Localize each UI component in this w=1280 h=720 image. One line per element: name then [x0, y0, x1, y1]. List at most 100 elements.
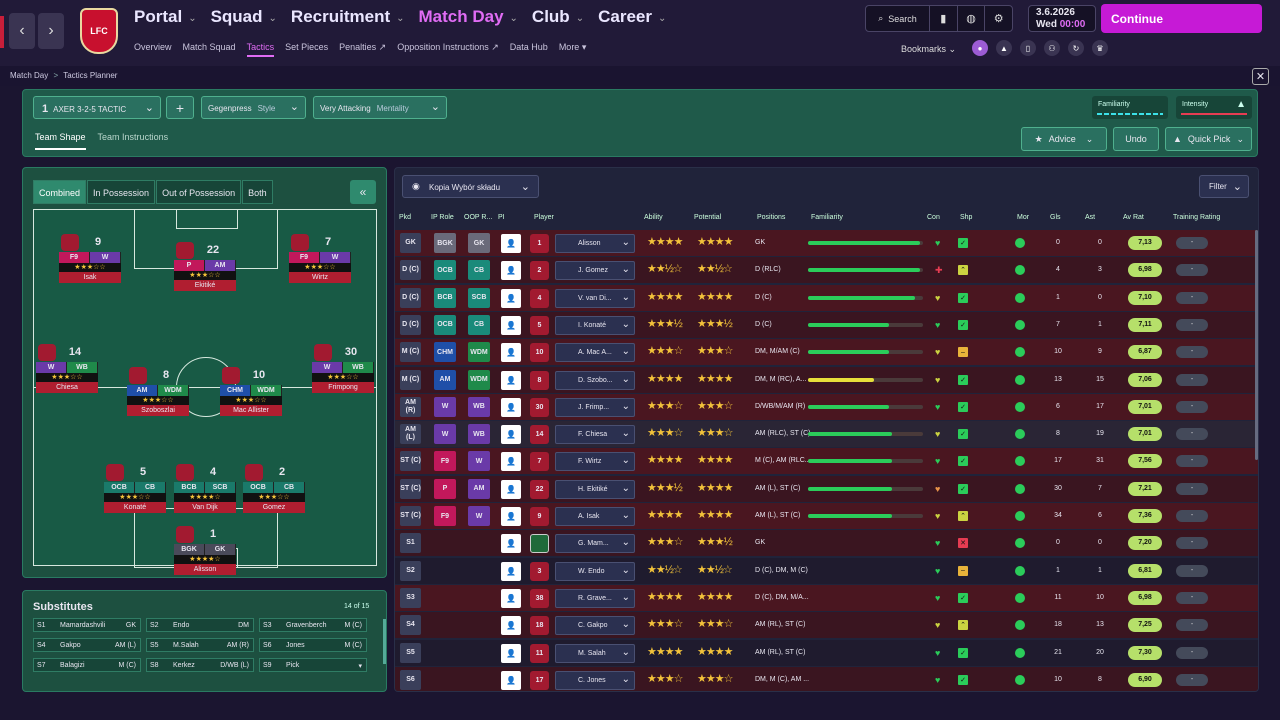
phase-toggle-option[interactable]: In Possession: [87, 180, 156, 204]
player-name-field[interactable]: J. Gomez ⌄: [555, 261, 635, 281]
table-row[interactable]: AM (R) W WB 👤 30 J. Frimp... ⌄ ★★★☆ ★★★☆ D/WB/M/A…: [395, 393, 1258, 420]
table-row[interactable]: M (C) AM WDM 👤 8 D. Szobo... ⌄ ★★★★ ★★★★ DM, M (R…: [395, 366, 1258, 393]
breadcrumb-match-day[interactable]: Match Day: [10, 71, 49, 80]
picked-position[interactable]: D (C): [400, 314, 421, 335]
column-header[interactable]: Ability: [644, 214, 663, 221]
people-icon[interactable]: ⚇: [1044, 40, 1060, 56]
substitute-slot[interactable]: S2 Endo DM: [146, 618, 254, 632]
sub-nav-item[interactable]: Data Hub: [509, 42, 548, 52]
oop-role[interactable]: WDM: [468, 369, 490, 390]
table-row[interactable]: M (C) CHM WDM 👤 10 A. Mac A... ⌄ ★★★☆ ★★★☆ DM, M/…: [395, 339, 1258, 366]
undo-button[interactable]: Undo: [1113, 127, 1159, 151]
view-dropdown[interactable]: ◉ Kopia Wybór składu ⌄: [402, 175, 539, 198]
picked-position[interactable]: S5: [400, 642, 421, 663]
player-role[interactable]: CB: [274, 482, 305, 493]
substitute-slot[interactable]: S6 Jones M (C): [259, 638, 367, 652]
column-header[interactable]: Con: [927, 214, 940, 221]
sub-nav-item[interactable]: Overview: [134, 42, 172, 52]
column-header[interactable]: Positions: [757, 214, 786, 221]
ip-role[interactable]: P: [434, 478, 456, 499]
oop-role[interactable]: W: [468, 451, 490, 472]
oop-role[interactable]: CB: [468, 260, 490, 281]
picked-position[interactable]: D (C): [400, 287, 421, 308]
player-instructions-button[interactable]: 👤: [501, 370, 521, 390]
column-header[interactable]: IP Role: [431, 214, 454, 221]
player-role[interactable]: CHM: [220, 385, 251, 396]
substitute-slot[interactable]: S3 Gravenberch M (C): [259, 618, 367, 632]
substitute-slot[interactable]: S9 Pick ▾: [259, 658, 367, 672]
table-row[interactable]: S5 👤 11 M. Salah ⌄ ★★★★ ★★★★ AM (RL), ST (C) ♥ ✓ 2…: [395, 639, 1258, 666]
tactic-selector[interactable]: 1 AXER 3-2-5 TACTIC ⌄: [33, 96, 161, 119]
search-button[interactable]: ⌕ Search: [866, 6, 930, 31]
player-card[interactable]: 5 OCB CB ★★★☆☆ Konaté: [104, 464, 166, 513]
tab-team-shape[interactable]: Team Shape: [35, 132, 86, 150]
player-role[interactable]: F9: [59, 252, 90, 263]
ip-role[interactable]: F9: [434, 506, 456, 526]
picked-position[interactable]: S3: [400, 587, 421, 608]
ip-role[interactable]: OCB: [434, 314, 456, 335]
picked-position[interactable]: GK: [400, 233, 421, 253]
player-role[interactable]: AM: [205, 260, 236, 271]
oop-role[interactable]: AM: [468, 478, 490, 499]
main-nav-item[interactable]: Club: [531, 7, 570, 26]
column-header[interactable]: Player: [534, 214, 554, 221]
picked-position[interactable]: S2: [400, 560, 421, 581]
ip-role[interactable]: BCB: [434, 287, 456, 308]
advice-button[interactable]: ★ Advice ⌄: [1021, 127, 1107, 151]
sub-nav-item[interactable]: Set Pieces: [285, 42, 329, 52]
picked-position[interactable]: S4: [400, 615, 421, 636]
substitute-slot[interactable]: S4 Gakpo AM (L): [33, 638, 141, 652]
player-card[interactable]: 7 F9 W ★★★☆☆ Wirtz: [289, 234, 351, 283]
phase-toggle-option[interactable]: Combined: [33, 180, 87, 204]
player-name-field[interactable]: G. Mam... ⌄: [555, 534, 635, 554]
player-role[interactable]: WB: [343, 362, 374, 373]
main-nav-item[interactable]: Portal: [134, 7, 183, 26]
picked-position[interactable]: S1: [400, 533, 421, 554]
intensity-indicator[interactable]: Intensity ▲: [1176, 96, 1252, 119]
column-header[interactable]: OOP R...: [464, 214, 493, 221]
ip-role[interactable]: OCB: [434, 260, 456, 281]
picked-position[interactable]: S6: [400, 669, 421, 690]
oop-role[interactable]: WDM: [468, 342, 490, 363]
sub-nav-item[interactable]: Match Squad: [182, 42, 236, 52]
table-row[interactable]: D (C) BCB SCB 👤 4 V. van Di... ⌄ ★★★★ ★★★★ D (C) ♥…: [395, 284, 1258, 311]
player-instructions-button[interactable]: 👤: [501, 643, 521, 663]
player-card[interactable]: 22 P AM ★★★☆☆ Ekitiké: [174, 242, 236, 291]
table-row[interactable]: S2 👤 3 W. Endo ⌄ ★★½☆ ★★½☆ D (C), DM, M (C) ♥ – 1 1…: [395, 557, 1258, 584]
column-header[interactable]: Mor: [1017, 214, 1030, 221]
player-name-field[interactable]: F. Wirtz ⌄: [555, 452, 635, 472]
player-instructions-button[interactable]: 👤: [501, 616, 521, 636]
player-role[interactable]: CB: [135, 482, 166, 493]
add-tactic-button[interactable]: +: [166, 96, 194, 119]
player-role[interactable]: P: [174, 260, 205, 271]
style-dropdown[interactable]: Gegenpress Style ⌄: [201, 96, 306, 119]
column-header[interactable]: Pkd: [399, 214, 412, 221]
table-row[interactable]: S1 👤 G. Mam... ⌄ ★★★☆ ★★★½ GK ♥ ✕ 0 0 7,20 -: [395, 530, 1258, 557]
player-role[interactable]: OCB: [243, 482, 274, 493]
player-instructions-button[interactable]: 👤: [501, 588, 521, 608]
player-role[interactable]: WDM: [251, 385, 282, 396]
player-name-field[interactable]: I. Konaté ⌄: [555, 315, 635, 335]
player-instructions-button[interactable]: 👤: [501, 670, 521, 690]
picked-position[interactable]: D (C): [400, 260, 421, 281]
player-name-field[interactable]: A. Isak ⌄: [555, 507, 635, 526]
table-row[interactable]: D (C) OCB CB 👤 2 J. Gomez ⌄ ★★½☆ ★★½☆ D (RLC) ✚ ⌃ 4 3…: [395, 257, 1258, 284]
settings-button[interactable]: ⚙: [985, 6, 1012, 31]
main-nav-item[interactable]: Recruitment: [290, 7, 391, 26]
table-row[interactable]: D (C) OCB CB 👤 5 I. Konaté ⌄ ★★★½ ★★★½ D (C) ♥ ✓ 7 1 7…: [395, 311, 1258, 338]
bookmarks-menu[interactable]: Bookmarks ⌄: [901, 44, 957, 54]
oop-role[interactable]: CB: [468, 314, 490, 335]
forward-button[interactable]: ›: [38, 13, 64, 49]
player-role[interactable]: GK: [205, 544, 236, 555]
table-row[interactable]: S4 👤 18 C. Gakpo ⌄ ★★★☆ ★★★☆ AM (RL), ST (C) ♥ ⌃ 1…: [395, 612, 1258, 639]
player-card[interactable]: 14 W WB ★★★☆☆ Chiesa: [36, 344, 98, 393]
player-role[interactable]: SCB: [205, 482, 236, 493]
player-role[interactable]: W: [312, 362, 343, 373]
substitutes-scrollbar[interactable]: [383, 619, 386, 664]
player-card[interactable]: 1 BGK GK ★★★★☆ Alisson: [174, 526, 236, 575]
player-instructions-button[interactable]: 👤: [501, 261, 521, 281]
column-header[interactable]: Potential: [694, 214, 722, 221]
table-row[interactable]: ST (C) F9 W 👤 9 A. Isak ⌄ ★★★★ ★★★★ AM (L), ST (C…: [395, 503, 1258, 529]
player-role[interactable]: W: [90, 252, 121, 263]
collapse-button[interactable]: «: [350, 180, 376, 204]
